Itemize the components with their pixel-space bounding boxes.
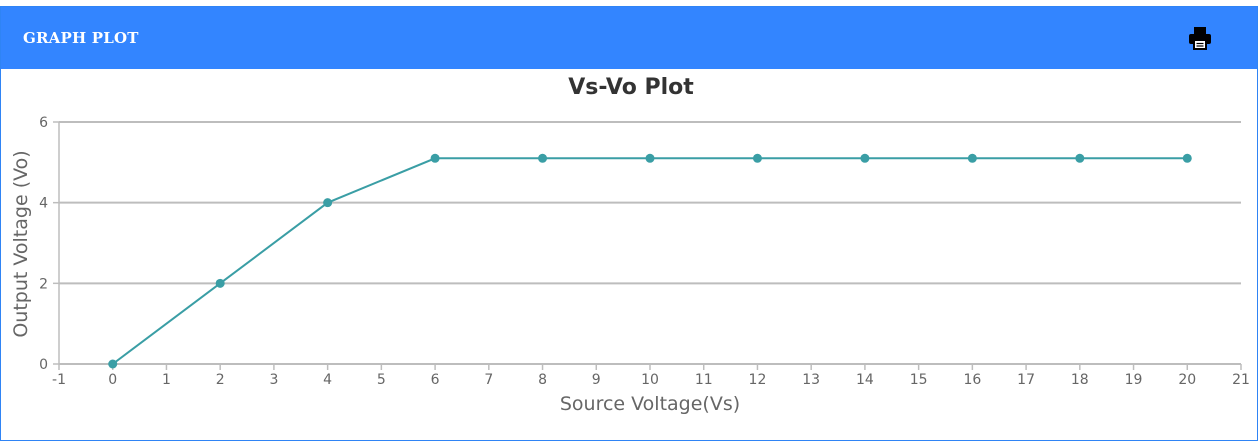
data-point bbox=[430, 153, 440, 163]
x-tick-label: 13 bbox=[802, 372, 820, 388]
x-tick-label: 0 bbox=[108, 372, 117, 388]
data-point bbox=[1182, 153, 1192, 163]
data-point bbox=[860, 153, 870, 163]
x-axis-label: Source Voltage(Vs) bbox=[560, 393, 740, 415]
x-tick-label: 17 bbox=[1017, 372, 1035, 388]
y-tick-label: 6 bbox=[39, 115, 48, 131]
x-tick-label: 8 bbox=[538, 372, 547, 388]
x-tick-label: 20 bbox=[1178, 372, 1196, 388]
x-tick-label: 3 bbox=[269, 372, 278, 388]
x-tick-label: 16 bbox=[963, 372, 981, 388]
panel-header: GRAPH PLOT bbox=[1, 7, 1257, 69]
x-tick-label: 21 bbox=[1232, 372, 1250, 388]
data-point bbox=[538, 153, 548, 163]
chart-title: Vs-Vo Plot bbox=[568, 75, 694, 100]
x-tick-label: 15 bbox=[910, 372, 928, 388]
x-tick-label: -1 bbox=[52, 372, 66, 388]
data-point bbox=[645, 153, 655, 163]
data-point bbox=[1075, 153, 1085, 163]
y-axis-label: Output Voltage (Vo) bbox=[10, 150, 32, 337]
panel-title: GRAPH PLOT bbox=[23, 29, 139, 47]
x-tick-label: 18 bbox=[1071, 372, 1089, 388]
data-point bbox=[752, 153, 762, 163]
x-tick-label: 1 bbox=[162, 372, 171, 388]
series-layer bbox=[108, 153, 1192, 369]
x-tick-label: 2 bbox=[216, 372, 225, 388]
x-tick-label: 7 bbox=[484, 372, 493, 388]
y-tick-label: 4 bbox=[39, 196, 48, 212]
x-tick-label: 11 bbox=[695, 372, 713, 388]
y-tick-label: 2 bbox=[39, 276, 48, 292]
y-tick-label: 0 bbox=[39, 357, 48, 373]
printer-icon[interactable] bbox=[1187, 25, 1213, 51]
series-line bbox=[112, 157, 1188, 365]
x-tick-label: 14 bbox=[856, 372, 874, 388]
data-point bbox=[323, 198, 333, 208]
chart-area: Vs-Vo Plot 0 2 4 6 -1 0 1 2 3 4 5 6 7 8 9 10 11 12 13 14 15 1… bbox=[1, 69, 1259, 441]
graph-panel: GRAPH PLOT Vs-Vo Plot 0 2 4 6 -1 0 1 2 3 4 5 6 7 8 9 10… bbox=[0, 6, 1258, 441]
data-point bbox=[967, 153, 977, 163]
x-tick-label: 5 bbox=[377, 372, 386, 388]
x-tick-label: 9 bbox=[592, 372, 601, 388]
data-point bbox=[108, 359, 118, 369]
x-tick-label: 10 bbox=[641, 372, 659, 388]
x-tick-label: 19 bbox=[1125, 372, 1143, 388]
data-point bbox=[215, 278, 225, 288]
x-tick-label: 6 bbox=[431, 372, 440, 388]
x-tick-label: 12 bbox=[749, 372, 767, 388]
x-tick-label: 4 bbox=[323, 372, 332, 388]
